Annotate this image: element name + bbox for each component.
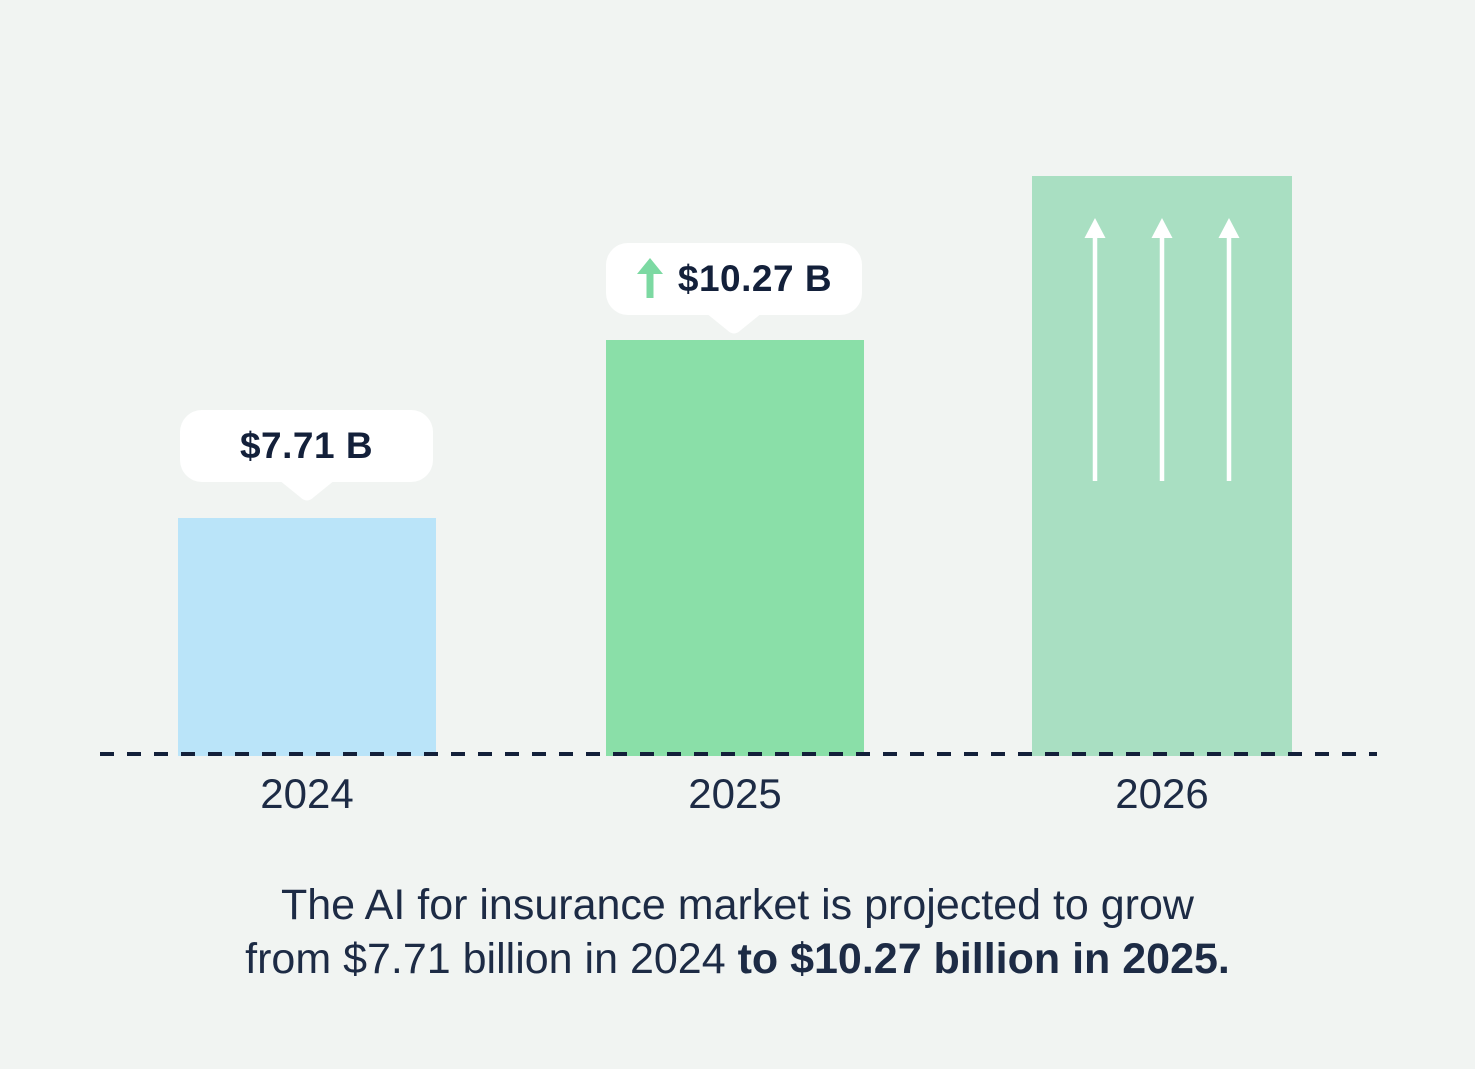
growth-up-arrow-icon bbox=[1151, 218, 1173, 481]
bar-2024 bbox=[178, 518, 436, 756]
bar-2025 bbox=[606, 340, 864, 756]
caption-line-2-bold: to $10.27 billion in 2025. bbox=[737, 935, 1230, 983]
up-arrow-icon bbox=[636, 258, 663, 298]
baseline-dashed bbox=[100, 752, 1377, 756]
caption-line-2-regular: from $7.71 billion in 2024 bbox=[245, 935, 738, 983]
bar-2026 bbox=[1032, 176, 1292, 756]
value-callout-2024: $7.71 B bbox=[180, 410, 433, 501]
caption-line-1: The AI for insurance market is projected… bbox=[281, 881, 1194, 929]
value-label-2024: $7.71 B bbox=[239, 425, 374, 466]
axis-label-2025: 2025 bbox=[688, 770, 782, 817]
axis-label-2024: 2024 bbox=[260, 770, 354, 817]
callout-pointer bbox=[278, 480, 335, 501]
axis-label-2026: 2026 bbox=[1115, 770, 1209, 817]
growth-up-arrow-icon bbox=[1084, 218, 1106, 481]
caption-line-2: from $7.71 billion in 2024 to $10.27 bil… bbox=[0, 932, 1475, 986]
callout-bubble: $10.27 B bbox=[606, 243, 862, 315]
value-label-2025: $10.27 B bbox=[677, 258, 833, 299]
callout-bubble: $7.71 B bbox=[180, 410, 433, 482]
callout-pointer bbox=[706, 313, 762, 334]
value-callout-2025: $10.27 B bbox=[606, 243, 862, 334]
caption: The AI for insurance market is projected… bbox=[0, 878, 1475, 986]
growth-up-arrow-icon bbox=[1218, 218, 1240, 481]
